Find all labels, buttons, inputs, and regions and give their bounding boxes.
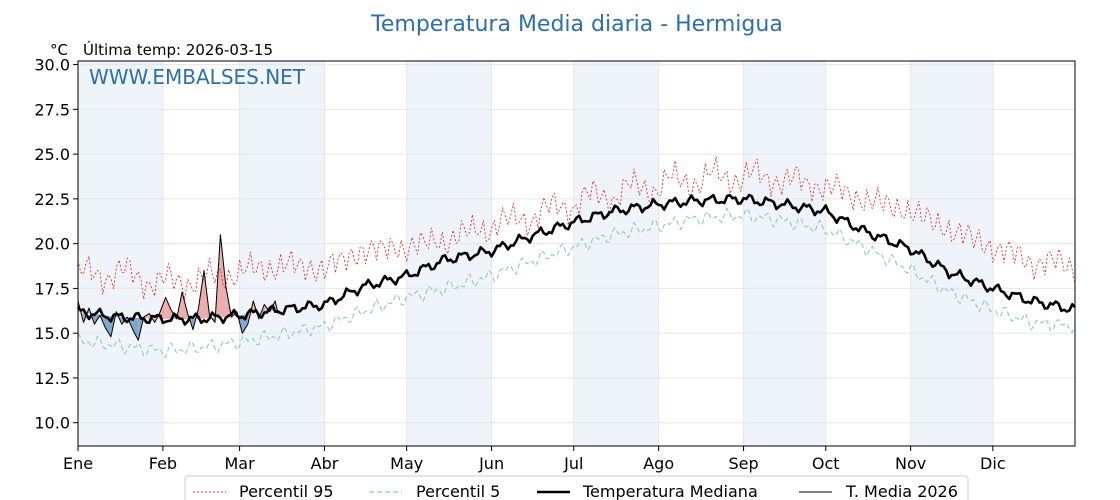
legend: Percentil 95 Percentil 5 Temperatura Med…	[184, 475, 969, 500]
y-tick-label: 20.0	[34, 235, 70, 254]
anomaly-fill-below	[132, 317, 139, 341]
anomaly-fill-above	[160, 297, 166, 319]
chart-title: Temperatura Media diaria - Hermigua	[370, 12, 783, 37]
y-tick-label: 22.5	[34, 190, 70, 209]
x-tick-label: Jun	[478, 454, 504, 473]
x-axis: Ene Feb Mar Abr May Jun Jul Ago Sep Oct Nov Dic	[63, 446, 1006, 473]
unit-label: °C	[50, 41, 68, 59]
x-tick-label: Ene	[63, 454, 93, 473]
month-band	[573, 61, 659, 446]
legend-label-p5: Percentil 5	[416, 482, 500, 500]
series-line-temperatura-mediana	[76, 193, 1076, 326]
y-tick-label: 17.5	[34, 279, 70, 298]
y-tick-label: 10.0	[34, 414, 70, 433]
x-tick-label: Jul	[563, 454, 583, 473]
legend-label-median: Temperatura Mediana	[582, 482, 758, 500]
month-bands	[78, 61, 993, 446]
x-tick-label: Oct	[812, 454, 840, 473]
y-tick-label: 15.0	[34, 324, 70, 343]
legend-label-p95: Percentil 95	[239, 482, 334, 500]
y-tick-label: 12.5	[34, 369, 70, 388]
x-tick-label: Abr	[311, 454, 339, 473]
plot-frame	[77, 60, 1076, 447]
x-tick-label: Sep	[729, 454, 759, 473]
legend-box	[184, 475, 969, 500]
series-line-t-media-2026	[77, 234, 279, 341]
series-lines	[76, 156, 1076, 359]
month-band	[743, 61, 826, 446]
legend-label-2026: T. Media 2026	[845, 482, 958, 500]
x-tick-label: Nov	[895, 454, 926, 473]
x-tick-label: Dic	[980, 454, 1006, 473]
y-tick-label: 25.0	[34, 145, 70, 164]
month-band	[78, 61, 163, 446]
y-tick-label: 30.0	[34, 56, 70, 75]
x-tick-label: Feb	[149, 454, 177, 473]
anomaly-fill-above	[220, 234, 226, 318]
y-tick-label: 27.5	[34, 100, 70, 119]
anomaly-fill-above	[165, 297, 172, 319]
x-tick-label: May	[390, 454, 423, 473]
x-tick-label: Mar	[225, 454, 256, 473]
y-axis: 10.0 12.5 15.0 17.5 20.0 22.5 25.0 27.5 30.0	[34, 56, 78, 433]
x-tick-label: Ago	[643, 454, 674, 473]
series-line-percentil-95	[77, 156, 1076, 300]
watermark: WWW.EMBALSES.NET	[89, 65, 306, 89]
month-band	[239, 61, 325, 446]
last-temp-label: Última temp: 2026-03-15	[83, 40, 273, 59]
